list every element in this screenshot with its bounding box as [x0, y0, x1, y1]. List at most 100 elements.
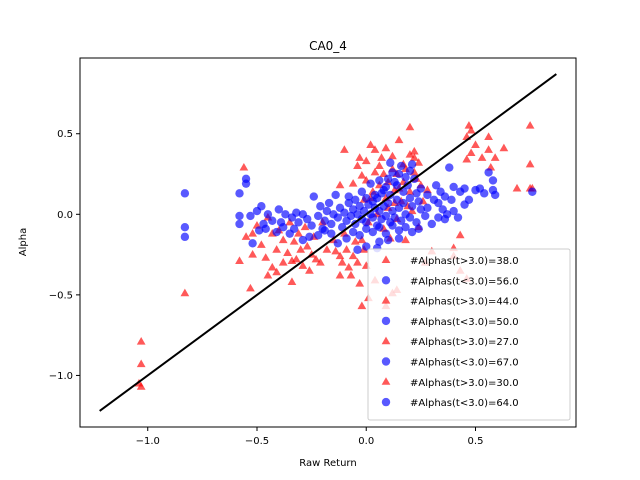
triangle-point	[355, 278, 365, 287]
triangle-point	[350, 237, 360, 245]
legend-label: #Alphas(t<3.0)=64.0	[410, 398, 519, 409]
triangle-point	[335, 251, 345, 260]
triangle-point	[335, 180, 345, 189]
circle-point	[327, 229, 336, 238]
triangle-point	[331, 246, 341, 255]
circle-point	[394, 169, 404, 179]
circle-point	[405, 166, 415, 175]
circle-point	[423, 203, 432, 213]
circle-point	[375, 237, 384, 246]
triangle-point	[353, 161, 362, 169]
y-axis-label: Alpha	[18, 228, 29, 256]
circle-point	[431, 181, 441, 190]
triangle-point	[471, 140, 480, 149]
x-tick-label: 0.5	[468, 436, 484, 447]
legend-triangle-marker	[381, 377, 391, 385]
circle-point	[368, 213, 377, 222]
circle-point	[235, 189, 244, 198]
legend-circle-marker	[381, 357, 391, 366]
triangle-point	[484, 145, 493, 153]
legend-label: #Alphas(t>3.0)=38.0	[410, 256, 519, 267]
circle-point	[383, 235, 393, 245]
triangle-point	[499, 143, 509, 152]
circle-point	[434, 213, 443, 222]
circle-point	[289, 224, 299, 234]
triangle-point	[414, 158, 424, 166]
legend-entry: #Alphas(t<3.0)=56.0	[381, 276, 519, 287]
legend-triangle-marker	[381, 296, 391, 304]
legend-label: #Alphas(t<3.0)=56.0	[410, 276, 519, 287]
legend-label: #Alphas(t>3.0)=44.0	[410, 297, 519, 308]
circle-point	[388, 221, 397, 230]
triangle-point	[370, 167, 380, 176]
circle-point	[333, 239, 343, 248]
circle-point	[246, 211, 255, 221]
circle-point	[268, 216, 277, 225]
triangle-point	[490, 153, 500, 161]
circle-point	[396, 161, 406, 171]
circle-point	[390, 213, 399, 222]
triangle-point	[180, 288, 190, 297]
triangle-point	[278, 235, 288, 244]
triangle-point	[302, 241, 312, 250]
triangle-point	[361, 156, 371, 165]
y-axis-ticks: −1.0 −0.5 0.0 0.5	[49, 129, 80, 382]
triangle-point	[388, 151, 397, 160]
circle-point	[416, 205, 426, 214]
circle-point	[449, 182, 458, 192]
circle-point	[414, 197, 423, 206]
triangle-point	[136, 359, 146, 368]
legend-entry: #Alphas(t<3.0)=64.0	[381, 397, 519, 409]
circle-point	[333, 213, 343, 222]
circle-point	[528, 187, 537, 196]
x-tick-label: −0.5	[245, 436, 269, 447]
triangle-point	[289, 237, 299, 245]
circle-point	[460, 184, 469, 193]
circle-point	[362, 193, 371, 203]
circle-point	[331, 190, 340, 200]
circle-point	[261, 224, 270, 234]
triangle-point	[287, 277, 297, 285]
x-tick-label: −1.0	[136, 436, 160, 447]
legend-label: #Alphas(t<3.0)=50.0	[410, 317, 519, 328]
circle-point	[381, 211, 391, 221]
circle-point	[407, 227, 417, 237]
triangle-point	[462, 154, 472, 163]
legend-triangle-marker	[381, 255, 391, 263]
triangle-point	[283, 248, 292, 256]
circle-point	[316, 202, 325, 211]
triangle-point	[272, 267, 282, 276]
circle-point	[279, 222, 288, 232]
circle-point	[453, 213, 463, 222]
triangle-point	[355, 153, 365, 161]
circle-point	[235, 211, 244, 221]
triangle-point	[278, 258, 288, 266]
legend: #Alphas(t>3.0)=38.0 #Alphas(t<3.0)=56.0 #A…	[367, 248, 571, 421]
circle-point	[353, 245, 362, 254]
legend-box	[367, 248, 571, 421]
legend-triangle-marker	[381, 336, 391, 345]
triangle-point	[305, 266, 314, 274]
circle-point	[344, 198, 353, 208]
triangle-point	[263, 270, 273, 279]
circle-point	[442, 210, 452, 219]
circle-point	[346, 211, 356, 221]
circle-point	[180, 222, 190, 232]
legend-entry: #Alphas(t>3.0)=27.0	[381, 336, 519, 348]
circle-point	[313, 231, 323, 240]
circle-point	[327, 219, 336, 229]
triangle-point	[484, 132, 493, 140]
triangle-point	[466, 148, 476, 157]
triangle-point	[296, 245, 306, 253]
circle-point	[362, 218, 371, 227]
triangle-point	[256, 240, 266, 248]
triangle-point	[374, 161, 384, 169]
triangle-point	[248, 249, 257, 258]
circle-point	[324, 198, 334, 208]
circle-point	[272, 227, 281, 237]
triangle-point	[466, 125, 476, 134]
circle-point	[388, 206, 397, 216]
triangle-point	[241, 232, 251, 240]
circle-point	[351, 195, 360, 204]
